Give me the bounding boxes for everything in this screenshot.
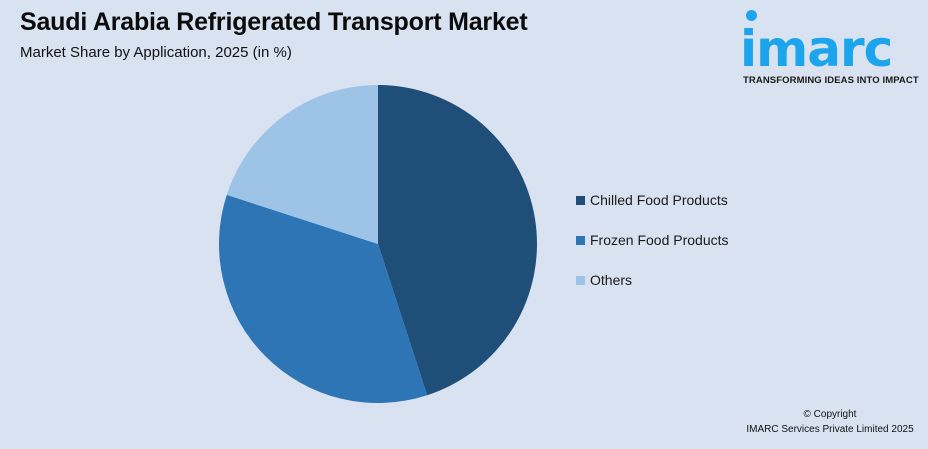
legend-label: Others [590,272,633,288]
legend-swatch [576,275,585,285]
chart-title: Saudi Arabia Refrigerated Transport Mark… [20,8,528,36]
chart-subtitle: Market Share by Application, 2025 (in %) [20,44,292,61]
legend-swatch [576,235,585,245]
copyright-line2: IMARC Services Private Limited 2025 [746,424,914,435]
legend-item-chilled: Chilled Food Products [576,190,729,210]
pie-slice-frozen [218,194,428,403]
logo-dot-icon [746,10,757,21]
legend-label: Frozen Food Products [590,232,729,248]
logo-wordmark: imarc [740,20,893,78]
imarc-logo: imarc TRANSFORMING IDEAS INTO IMPACT [740,6,920,90]
pie-slice-chilled [378,85,537,396]
legend-label: Chilled Food Products [590,192,728,208]
logo-tagline: TRANSFORMING IDEAS INTO IMPACT [743,75,919,86]
chart-legend: Chilled Food Products Frozen Food Produc… [576,190,729,310]
pie-slice-others [226,85,378,244]
legend-item-frozen: Frozen Food Products [576,230,729,250]
copyright-line1: © Copyright [803,409,857,420]
legend-swatch [576,195,585,205]
copyright: © Copyright IMARC Services Private Limit… [740,407,920,437]
legend-item-others: Others [576,270,729,290]
